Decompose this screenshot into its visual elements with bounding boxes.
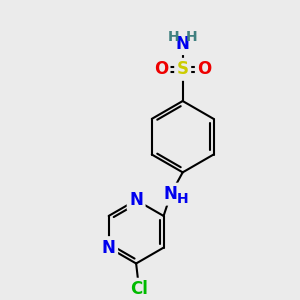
Text: H: H [168, 30, 180, 44]
Text: Cl: Cl [130, 280, 148, 298]
Text: H: H [177, 192, 188, 206]
Text: N: N [102, 238, 116, 256]
Text: H: H [186, 30, 197, 44]
Text: N: N [164, 185, 178, 203]
Text: O: O [197, 60, 212, 78]
Text: S: S [177, 60, 189, 78]
Text: N: N [176, 34, 190, 52]
Text: N: N [129, 191, 143, 209]
Text: O: O [154, 60, 168, 78]
